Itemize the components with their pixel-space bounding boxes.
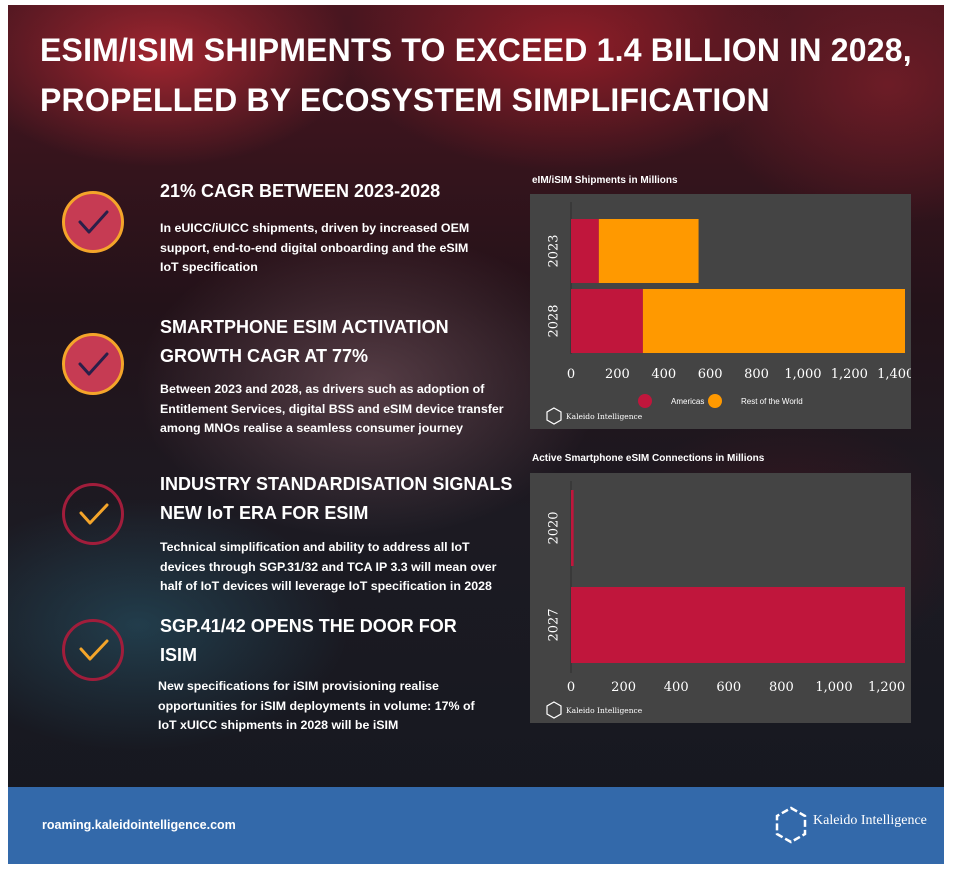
- point-heading: SMARTPHONE ESIM ACTIVATION GROWTH CAGR A…: [160, 317, 449, 366]
- legend-label: Rest of the World: [741, 397, 803, 406]
- category-label: 2027: [547, 608, 562, 641]
- x-tick-label: 0: [567, 680, 575, 695]
- bar: [571, 219, 599, 283]
- legend-marker: [708, 394, 722, 408]
- bar: [598, 219, 699, 283]
- x-tick-label: 600: [716, 680, 741, 695]
- chart-title: eIM/iSIM Shipments in Millions: [532, 175, 678, 186]
- bar: [571, 490, 574, 566]
- bar: [642, 289, 905, 353]
- x-tick-label: 400: [651, 367, 676, 382]
- x-tick-label: 800: [744, 367, 769, 382]
- check-icon: [62, 483, 124, 545]
- point-body: Technical simplification and ability to …: [160, 540, 497, 593]
- shipments-chart: 2023 2028 0 200 400 600 800 1,000 1,200 1,400 Amer…: [530, 194, 911, 429]
- poster-background: ESIM/ISIM SHIPMENTS TO EXCEED 1.4 BILLIO…: [8, 5, 944, 864]
- x-tick-label: 600: [698, 367, 723, 382]
- logo-hexagon: [546, 701, 562, 719]
- legend-marker: [638, 394, 652, 408]
- footer-bar: roaming.kaleidointelligence.com Kaleido …: [8, 787, 944, 864]
- category-label: 2023: [547, 234, 562, 267]
- category-label: 2020: [547, 511, 562, 544]
- legend-label: Americas: [671, 397, 704, 406]
- x-tick-label: 800: [769, 680, 794, 695]
- chart-watermark: Kaleido Intelligence: [566, 706, 643, 715]
- point-heading: SGP.41/42 OPENS THE DOOR FOR ISIM: [160, 616, 457, 665]
- point-body: Between 2023 and 2028, as drivers such a…: [160, 382, 504, 435]
- hexagon-logo-icon: [546, 407, 562, 425]
- chart-title: Active Smartphone eSIM Connections in Mi…: [532, 453, 765, 464]
- x-tick-label: 0: [567, 367, 575, 382]
- x-tick-label: 1,000: [815, 680, 852, 695]
- x-tick-label: 1,200: [868, 680, 905, 695]
- point-body: New specifications for iSIM provisioning…: [158, 679, 475, 732]
- check-icon: [62, 191, 124, 253]
- logo-hexagon: [546, 407, 562, 425]
- hexagon-logo-icon: [775, 806, 807, 844]
- footer-brand: Kaleido Intelligence: [813, 813, 927, 828]
- check-icon: [62, 619, 124, 681]
- point-heading: 21% CAGR BETWEEN 2023-2028: [160, 181, 441, 201]
- page-title: ESIM/ISIM SHIPMENTS TO EXCEED 1.4 BILLIO…: [40, 32, 912, 118]
- connections-chart: 2020 2027 0 200 400 600 800 1,000 1,200 Kaleido I…: [530, 473, 911, 723]
- check-icon: [62, 333, 124, 395]
- hexagon-logo-icon: [546, 701, 562, 719]
- x-tick-label: 1,000: [784, 367, 821, 382]
- kaleido-logo: Kaleido Intelligence: [773, 805, 943, 845]
- footer-url[interactable]: roaming.kaleidointelligence.com: [42, 818, 236, 832]
- chart-watermark: Kaleido Intelligence: [566, 412, 643, 421]
- x-tick-label: 200: [605, 367, 630, 382]
- bar: [571, 587, 905, 663]
- point-heading: INDUSTRY STANDARDISATION SIGNALS NEW IoT…: [160, 474, 513, 523]
- x-tick-label: 400: [664, 680, 689, 695]
- category-label: 2028: [547, 304, 562, 337]
- point-body: In eUICC/iUICC shipments, driven by incr…: [160, 221, 470, 274]
- x-tick-label: 1,400: [877, 367, 911, 382]
- x-tick-label: 200: [611, 680, 636, 695]
- bar: [571, 289, 643, 353]
- x-tick-label: 1,200: [831, 367, 868, 382]
